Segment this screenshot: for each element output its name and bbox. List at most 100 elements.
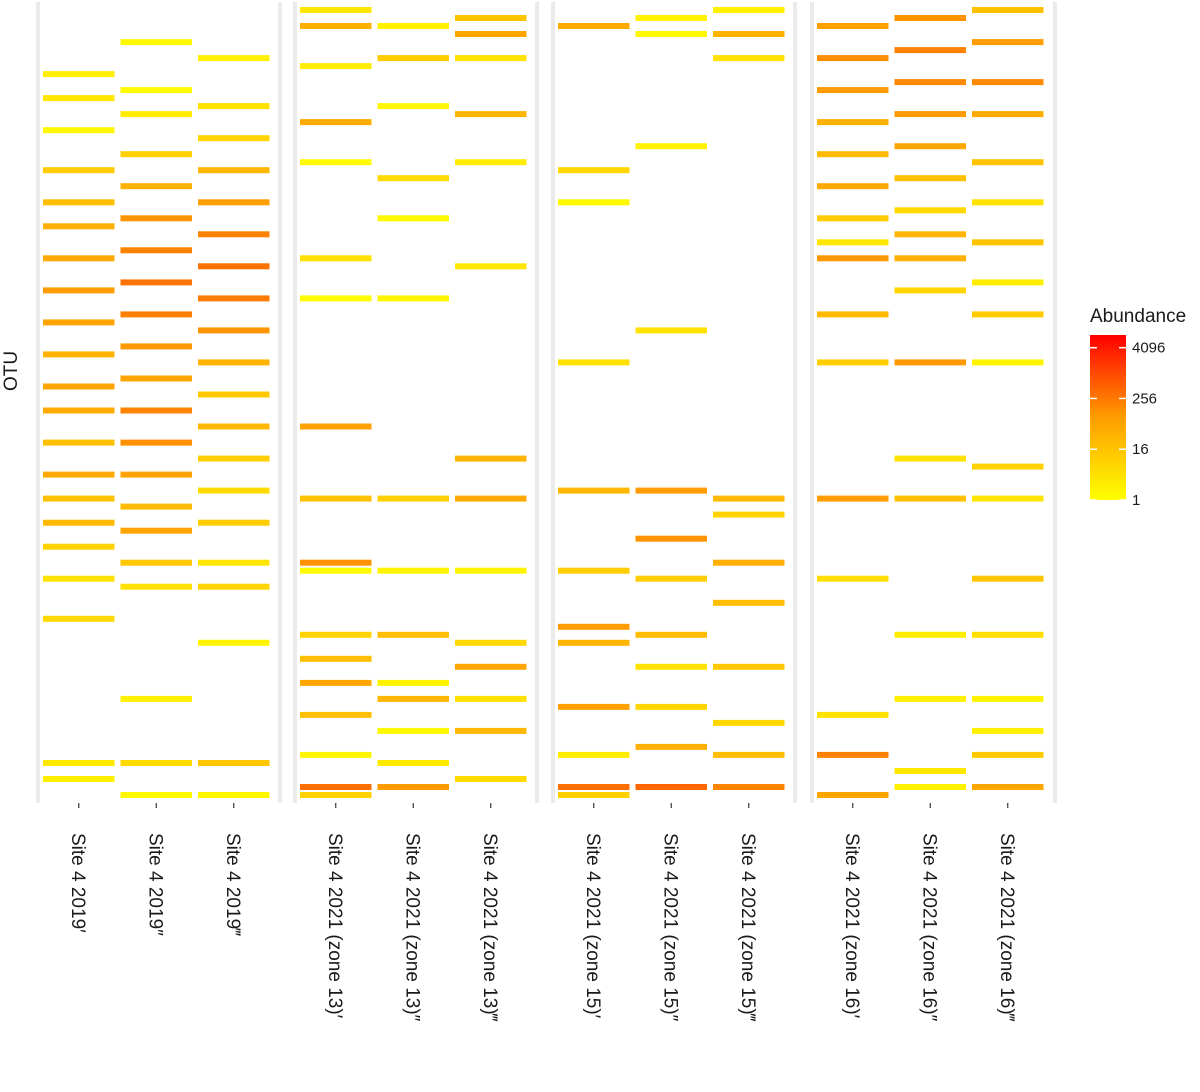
heatmap-cell [713, 663, 785, 670]
heatmap-cell [198, 103, 270, 110]
heatmap-cell [300, 423, 372, 430]
heatmap-cell [817, 55, 889, 62]
heatmap-cell [817, 311, 889, 318]
panel-border-right [793, 2, 797, 803]
heatmap-cell [894, 231, 966, 238]
heatmap-cell [817, 359, 889, 366]
heatmap-cell [894, 287, 966, 294]
heatmap-cell [817, 23, 889, 29]
heatmap-cell [894, 79, 966, 86]
heatmap-cell [455, 111, 527, 118]
heatmap-cell [120, 39, 192, 46]
heatmap-cell [300, 23, 372, 29]
heatmap-cell [635, 631, 707, 638]
heatmap-cell [300, 711, 372, 718]
heatmap-cell [300, 119, 372, 126]
heatmap-cell [713, 31, 785, 37]
panel-border-left [36, 2, 40, 803]
heatmap-cell [198, 639, 270, 646]
heatmap-cell [377, 679, 449, 686]
heatmap-cell [558, 623, 630, 630]
heatmap-cell [635, 535, 707, 542]
heatmap-cell [377, 631, 449, 638]
heatmap-cell [817, 751, 889, 758]
heatmap-cell [972, 279, 1044, 286]
heatmap-cell [455, 776, 527, 782]
heatmap-cell [972, 7, 1044, 13]
heatmap-cell [120, 311, 192, 318]
heatmap-cell [43, 223, 115, 230]
heatmap-cell [120, 111, 192, 118]
heatmap-cell [43, 255, 115, 262]
heatmap-cell [300, 631, 372, 638]
heatmap-cell [894, 768, 966, 774]
heatmap-cell [817, 239, 889, 246]
heatmap-cell [198, 391, 270, 398]
x-tick-label: Site 4 2021 (zone 13)″ [401, 833, 422, 1022]
heatmap-cell [120, 279, 192, 286]
heatmap-cell [455, 495, 527, 502]
heatmap-cell [713, 7, 785, 13]
heatmap-cell [43, 615, 115, 622]
heatmap-cell [43, 495, 115, 502]
heatmap-cell [377, 295, 449, 302]
heatmap-cell [377, 103, 449, 110]
heatmap-cell [300, 559, 372, 566]
heatmap-cell [43, 407, 115, 414]
heatmap-cell [120, 375, 192, 382]
x-tick-label: Site 4 2019″ [144, 833, 165, 936]
heatmap-cell [894, 455, 966, 462]
heatmap-cell [43, 287, 115, 294]
heatmap-cell [43, 760, 115, 766]
heatmap-cell [198, 167, 270, 174]
heatmap-cell [972, 495, 1044, 502]
heatmap-cell [198, 231, 270, 238]
facet-panel-1 [36, 2, 282, 803]
heatmap-cell [817, 792, 889, 798]
heatmap-cell [455, 31, 527, 37]
heatmap-cell [43, 776, 115, 782]
colorbar-tick-label: 4096 [1132, 340, 1165, 357]
heatmap-cell [43, 575, 115, 582]
heatmap-cell [894, 495, 966, 502]
heatmap-cell [120, 559, 192, 566]
colorbar [1090, 335, 1126, 500]
heatmap-cell [558, 23, 630, 29]
heatmap-cell [894, 143, 966, 150]
heatmap-cell [43, 199, 115, 206]
heatmap-cell [198, 792, 270, 798]
heatmap-cell [300, 751, 372, 758]
colorbar-tick-label: 16 [1132, 441, 1149, 458]
heatmap-cell [300, 159, 372, 166]
heatmap-cell [377, 760, 449, 766]
heatmap-cell [300, 255, 372, 262]
colorbar-tick-label: 256 [1132, 390, 1157, 407]
heatmap-cell [43, 351, 115, 358]
panel-border-right [535, 2, 539, 803]
x-axis-labels: Site 4 2019′ Site 4 2019″ Site 4 2019‴ Site… [67, 803, 1017, 1022]
heatmap-cell [713, 784, 785, 790]
heatmap-cell [713, 55, 785, 62]
x-tick-label: Site 4 2021 (zone 16)′ [841, 833, 862, 1019]
heatmap-cell [894, 111, 966, 118]
heatmap-cell [377, 55, 449, 62]
heatmap-cell [972, 311, 1044, 318]
heatmap-cell [894, 784, 966, 790]
heatmap-cell [198, 487, 270, 494]
heatmap-cell [635, 327, 707, 334]
heatmap-cell [635, 663, 707, 670]
heatmap-cell [43, 383, 115, 390]
heatmap-cell [817, 151, 889, 158]
heatmap-cell [713, 599, 785, 606]
heatmap-cell [300, 63, 372, 70]
heatmap-cell [198, 327, 270, 334]
heatmap-cell [120, 583, 192, 590]
heatmap-cell [817, 575, 889, 582]
heatmap-cell [817, 495, 889, 502]
heatmap-cell [377, 695, 449, 702]
heatmap-cell [894, 15, 966, 21]
heatmap-cell [300, 295, 372, 302]
heatmap-cell [972, 695, 1044, 702]
heatmap-cell [300, 495, 372, 502]
heatmap-cell [43, 127, 115, 134]
